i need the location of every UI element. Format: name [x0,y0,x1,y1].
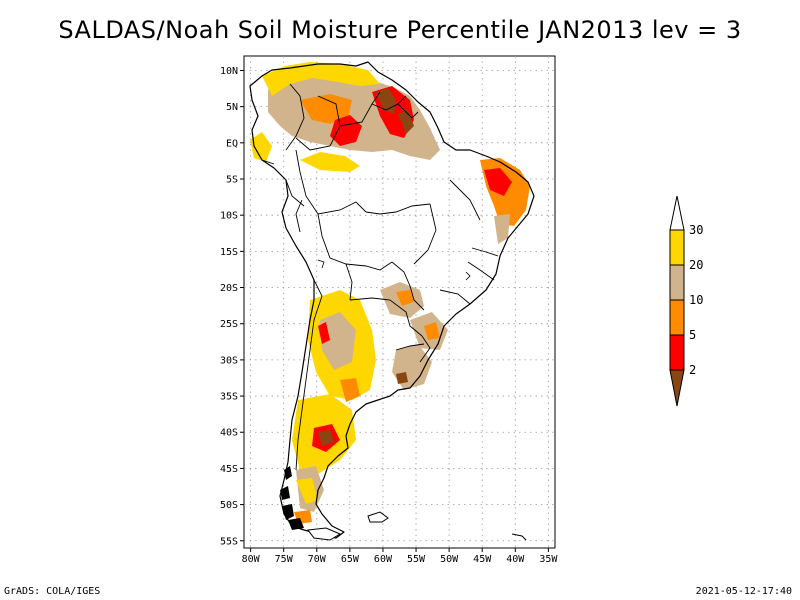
lat-tick-label: 45S [220,464,238,475]
lon-tick-label: 60W [374,554,393,565]
soil-moisture-shading [250,62,530,524]
colorbar-label-2: 2 [689,363,696,377]
shade-north-orange [300,94,352,124]
lat-tick-label: 5S [226,175,238,186]
colorbar-bin-2-5 [669,334,685,371]
colorbar-label-20: 20 [689,258,703,272]
lon-tick-label: 75W [275,554,294,565]
shade-north-red [330,115,362,146]
shade-arg-orange [340,378,360,402]
colorbar-top-arrow [669,195,685,231]
lon-tick-label: 40W [506,554,525,565]
south-america-coastline [249,61,535,539]
tierra-del-fuego [307,527,342,541]
lat-tick-label: 10S [220,211,238,222]
lat-tick-label: 50S [220,500,238,511]
colorbar-label-10: 10 [689,293,703,307]
lakes [317,259,471,281]
shade-ne-tan [494,214,510,244]
country-borders [261,83,499,471]
lat-tick-label: 40S [220,428,238,439]
colorbar-bin-20-30 [669,229,685,266]
shade-paraguay-orange [396,290,414,306]
lat-tick-label: 35S [220,392,238,403]
map-title: SALDAS/Noah Soil Moisture Percentile JAN… [58,16,742,44]
chile-fjords [280,466,304,530]
shade-arg-tan [320,312,356,370]
lon-tick-label: 50W [440,554,459,565]
lon-tick-label: 35W [539,554,558,565]
map-gridlines [240,56,555,552]
lon-tick-label: 65W [341,554,360,565]
shade-arg-red [318,322,330,344]
lon-tick-label: 70W [308,554,327,565]
lat-tick-label: 55S [220,536,238,547]
colorbar: 30 20 10 5 2 [669,195,703,407]
shade-amazon-yellow [300,152,360,172]
falkland-islands [367,511,389,523]
shade-tierra-yellow [296,478,318,504]
footer-credit: GrADS: COLA/IGES [4,586,101,597]
lon-tick-label: 55W [407,554,426,565]
map-frame [243,55,556,549]
lon-tick-label: 80W [242,554,261,565]
shade-sbrazil-orange [424,322,440,340]
shade-uruguay-brown [396,372,408,384]
lon-tick-label: 45W [473,554,492,565]
colorbar-bin-5-10 [669,299,685,336]
shade-colombia-yellow [250,132,272,162]
lat-tick-label: 10N [220,66,238,77]
colorbar-label-5: 5 [689,328,696,342]
lat-tick-label: 20S [220,283,238,294]
south-georgia [511,533,527,541]
map-tick-labels: 10N 5N EQ 5S 10S 15S 20S 25S 30S 35S 40S 45S 50S 55S 8… [220,66,558,565]
shade-north-yellow [262,62,380,96]
lat-tick-label: EQ [226,138,238,149]
lat-tick-label: 15S [220,247,238,258]
colorbar-bottom-arrow [669,369,685,407]
footer-timestamp: 2021-05-12-17:40 [695,586,792,597]
lat-tick-label: 5N [226,102,238,113]
lat-tick-label: 25S [220,319,238,330]
lat-tick-label: 30S [220,355,238,366]
colorbar-bin-10-20 [669,264,685,301]
shade-patagonia-brown [318,430,334,446]
colorbar-label-30: 30 [689,223,703,237]
shade-ne-red [484,168,512,196]
